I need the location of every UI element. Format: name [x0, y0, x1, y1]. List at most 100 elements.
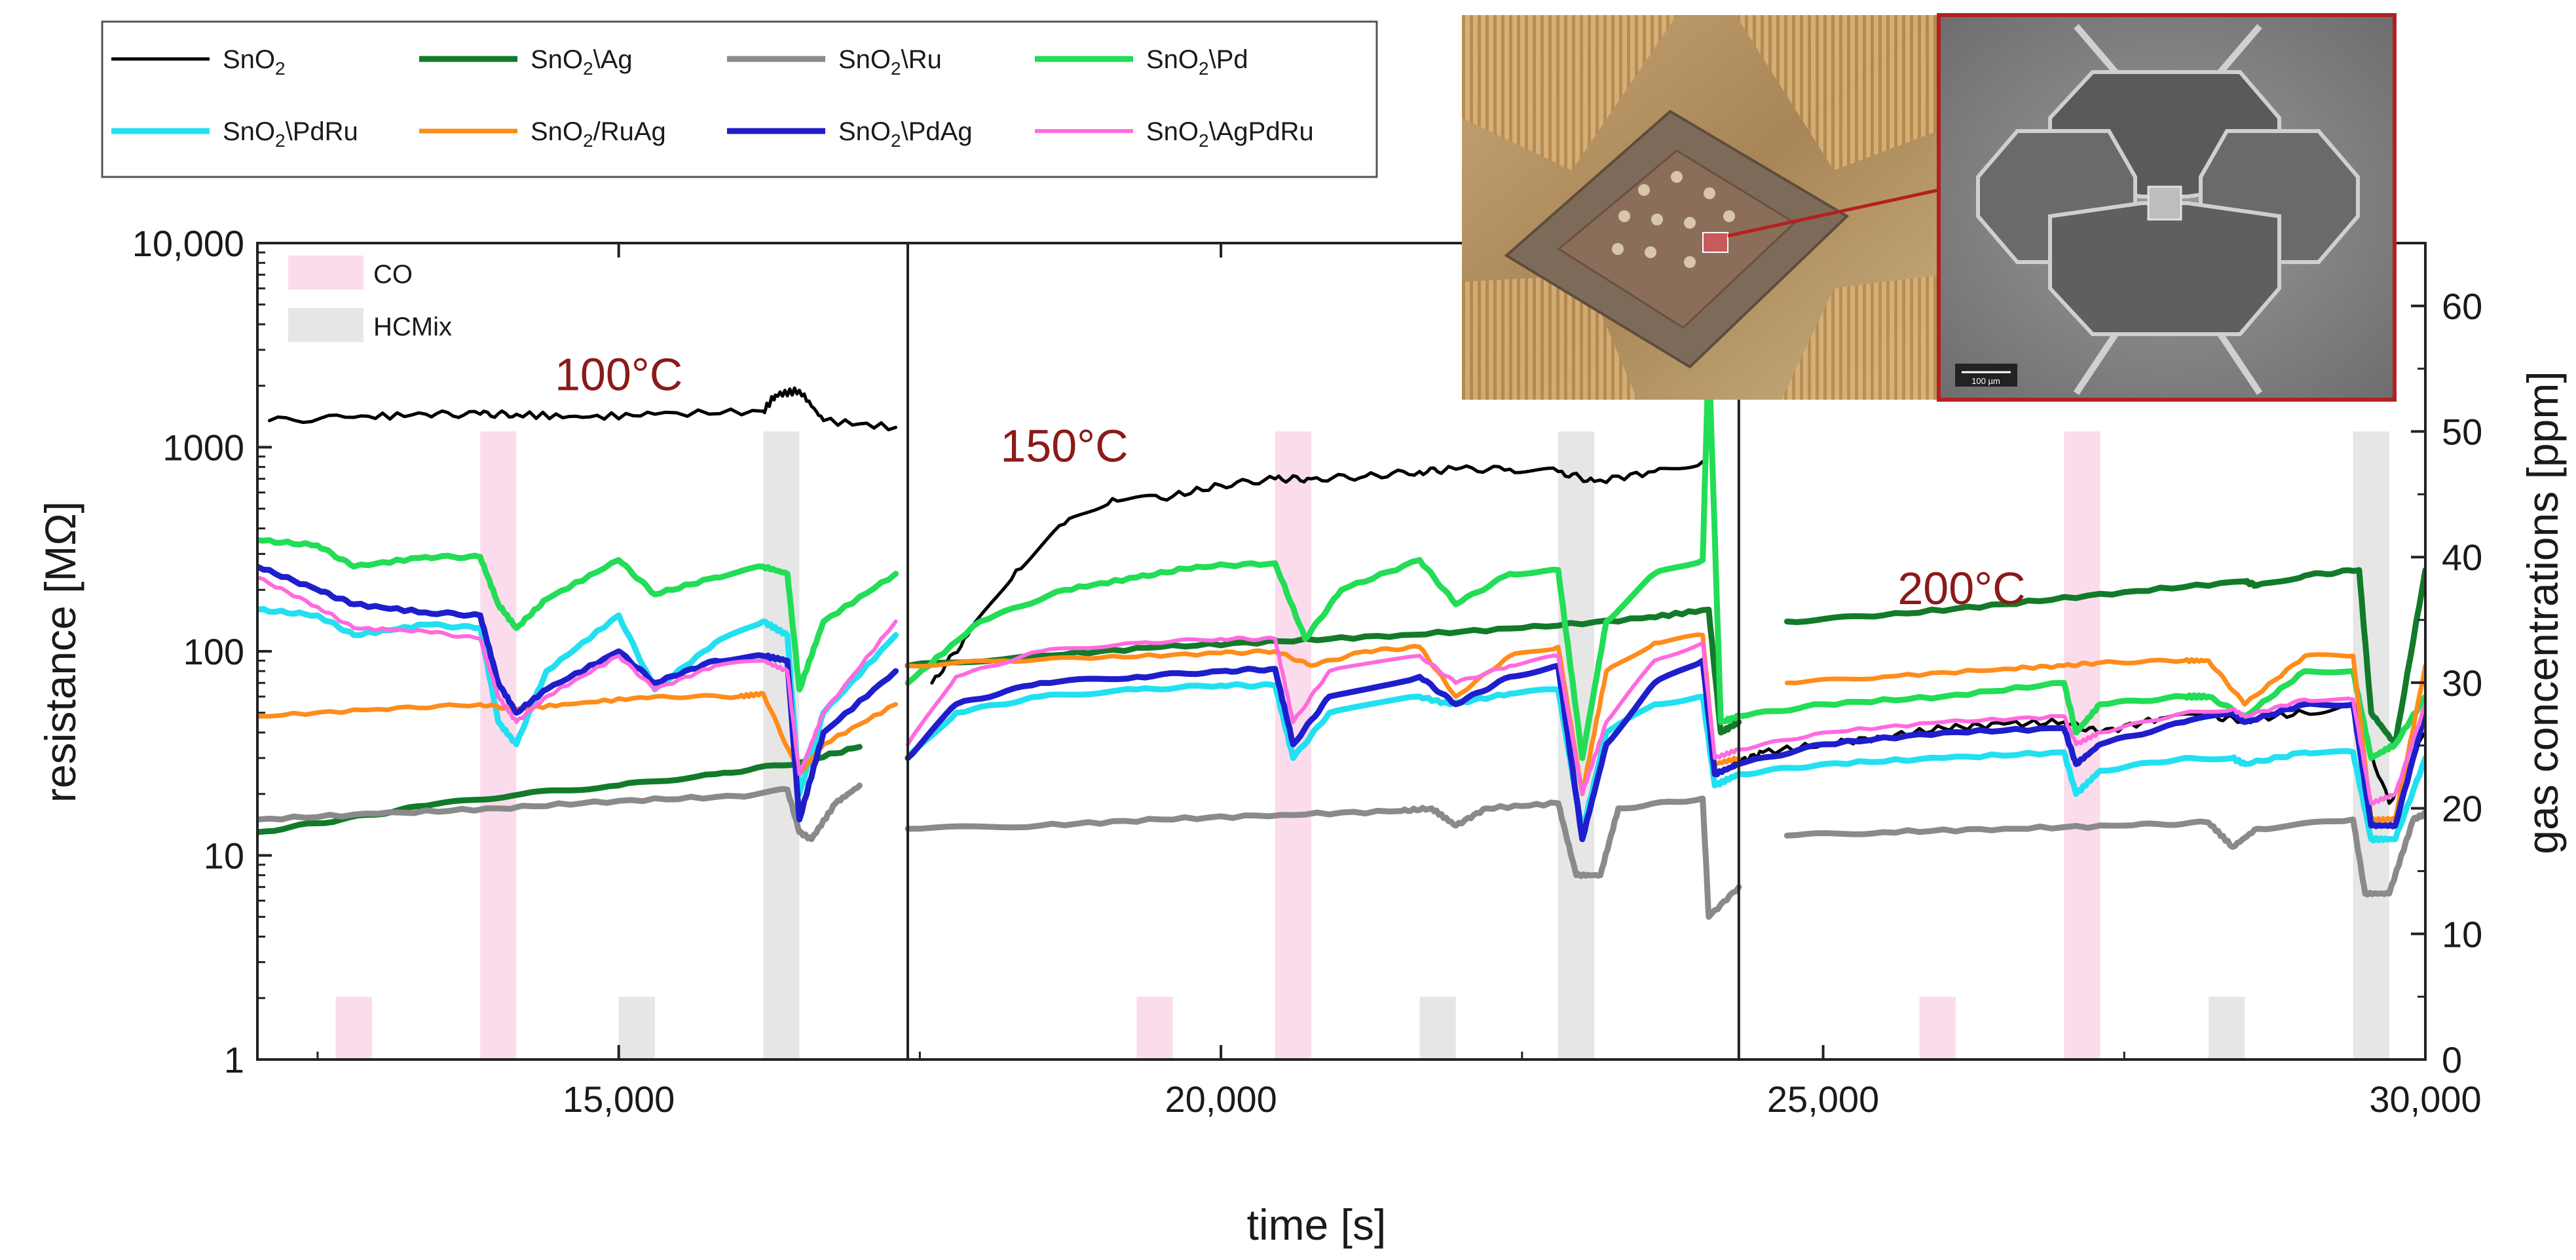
y-tick-label-2: 100	[183, 631, 244, 672]
legend-label-7: SnO2\AgPdRu	[1146, 117, 1314, 151]
legend-label-sub-7: 2	[1199, 130, 1209, 151]
legend-label-rest-6: \PdAg	[901, 117, 973, 146]
x-tick-label-0: 15,000	[563, 1079, 675, 1120]
x-tick-label-3: 30,000	[2369, 1079, 2481, 1120]
gas-pulse-co-4	[1136, 997, 1173, 1060]
series-4-segment-1	[905, 681, 1742, 835]
series-2-segment-0	[257, 782, 863, 843]
series-6-segment-2	[1736, 700, 2425, 830]
y-tick-label-1: 10	[204, 835, 244, 877]
legend-label-1: SnO2\Ag	[531, 45, 633, 79]
legend-label-base-2: SnO	[838, 45, 891, 74]
legend-label-3: SnO2\Pd	[1146, 45, 1248, 79]
temperature-label-0: 100°C	[555, 349, 682, 400]
legend-label-0: SnO2	[223, 45, 286, 79]
inset-images: 100 µm	[1462, 13, 2397, 402]
sem-micrograph: 100 µm	[1937, 13, 2397, 402]
legend-label-rest-2: \Ru	[901, 45, 942, 74]
series-6-segment-1	[905, 657, 1742, 843]
gas-pulse-co-1	[480, 431, 517, 1060]
series-2-segment-2	[1783, 810, 2425, 898]
x-axis: 15,000 20,000 25,000 30,000	[316, 243, 2482, 1120]
x-tick-label-1: 20,000	[1165, 1079, 1277, 1120]
series-7-segment-2	[1736, 697, 2425, 806]
temperature-label-2: 200°C	[1897, 563, 2025, 614]
gas-pulse-hcmix-10	[2209, 997, 2245, 1060]
legend-label-4: SnO2\PdRu	[223, 117, 358, 151]
series-2	[257, 782, 2425, 920]
series-7-segment-1	[906, 636, 1741, 796]
legend-label-sub-6: 2	[891, 130, 901, 151]
y-tick-label-3: 1000	[162, 427, 244, 468]
series-3-segment-2	[1736, 668, 2425, 761]
series-2-segment-1	[905, 795, 1742, 920]
series-1-segment-1	[905, 606, 1742, 736]
series-6-segment-0	[257, 563, 899, 823]
gas-pulse-hcmix-6	[1419, 997, 1456, 1060]
legend-label-sub-1: 2	[583, 58, 593, 79]
series-6	[257, 563, 2425, 843]
gas-pulse-co-8	[1919, 997, 1956, 1060]
legend-label-base-7: SnO	[1146, 117, 1199, 146]
chip-photo	[1462, 15, 1937, 400]
legend-label-base-5: SnO	[531, 117, 583, 146]
y-tick-label-0: 1	[224, 1039, 244, 1080]
y2-tick-label-2: 20	[2442, 788, 2482, 830]
y2-tick-label-4: 40	[2442, 537, 2482, 578]
series-3	[257, 347, 2425, 761]
y2-tick-label-0: 0	[2442, 1039, 2462, 1080]
legend-label-rest-5: /RuAg	[593, 117, 666, 146]
series-5-segment-1	[905, 632, 1742, 797]
gas-pulse-bars	[335, 431, 2389, 1060]
series-3-segment-1	[905, 347, 1742, 761]
y2-tick-label-6: 60	[2442, 286, 2482, 327]
scale-bar-label: 100 µm	[1971, 376, 2000, 386]
series-lines	[257, 347, 2425, 920]
legend-label-base-3: SnO	[1146, 45, 1199, 74]
legend-label-sub-0: 2	[275, 58, 286, 79]
series-0-segment-0	[267, 386, 898, 432]
x-axis-title: time [s]	[1247, 1200, 1387, 1249]
x-tick-label-2: 25,000	[1767, 1079, 1879, 1120]
y2-axis-title: gas concentrations [ppm]	[2518, 371, 2567, 854]
legend-label-base-0: SnO	[223, 45, 275, 74]
inset-connector-line	[1727, 188, 1939, 238]
y-tick-label-4: 10,000	[132, 223, 244, 264]
legend-label-rest-7: \AgPdRu	[1209, 117, 1314, 146]
legend-label-rest-1: \Ag	[593, 45, 633, 74]
series-5-segment-0	[257, 691, 899, 776]
series-7	[257, 575, 2425, 806]
y-axis-left: 1 10 100 1000 10,000	[132, 223, 272, 1080]
legend-label-rest-3: \Pd	[1209, 45, 1248, 74]
temperature-label-1: 150°C	[1000, 420, 1128, 471]
series-7-segment-0	[257, 575, 898, 776]
legend-label-rest-4: \PdRu	[286, 117, 358, 146]
gas-legend-label-co: CO	[373, 260, 413, 289]
gas-legend-label-hcmix: HCMix	[373, 313, 452, 341]
scale-bar-box	[1955, 364, 2017, 387]
y2-tick-label-5: 50	[2442, 411, 2482, 453]
series-0-segment-1	[930, 460, 1705, 685]
legend-label-base-6: SnO	[838, 117, 891, 146]
gas-pulse-co-0	[335, 997, 372, 1060]
legend-label-5: SnO2/RuAg	[531, 117, 666, 151]
legend-label-base-1: SnO	[531, 45, 583, 74]
temperature-labels: 100°C 150°C 200°C	[555, 349, 2026, 615]
y2-tick-label-1: 10	[2442, 913, 2482, 955]
legend-label-2: SnO2\Ru	[838, 45, 942, 79]
y2-tick-label-3: 30	[2442, 662, 2482, 704]
gas-legend-swatch-hcmix	[288, 308, 364, 342]
legend-label-sub-4: 2	[275, 130, 286, 151]
legend-label-sub-3: 2	[1199, 58, 1209, 79]
legend-label-sub-5: 2	[583, 130, 593, 151]
y-axis-right: 0 10 20 30 40 50 60	[2411, 286, 2482, 1080]
legend-label-base-4: SnO	[223, 117, 275, 146]
gas-legend-swatch-co	[288, 256, 364, 290]
y-axis-title: resistance [MΩ]	[36, 501, 84, 803]
legend-label-6: SnO2\PdAg	[838, 117, 973, 151]
series-1-segment-2	[1783, 567, 2425, 748]
series-3-segment-0	[257, 537, 899, 693]
legend-label-sub-2: 2	[891, 58, 901, 79]
